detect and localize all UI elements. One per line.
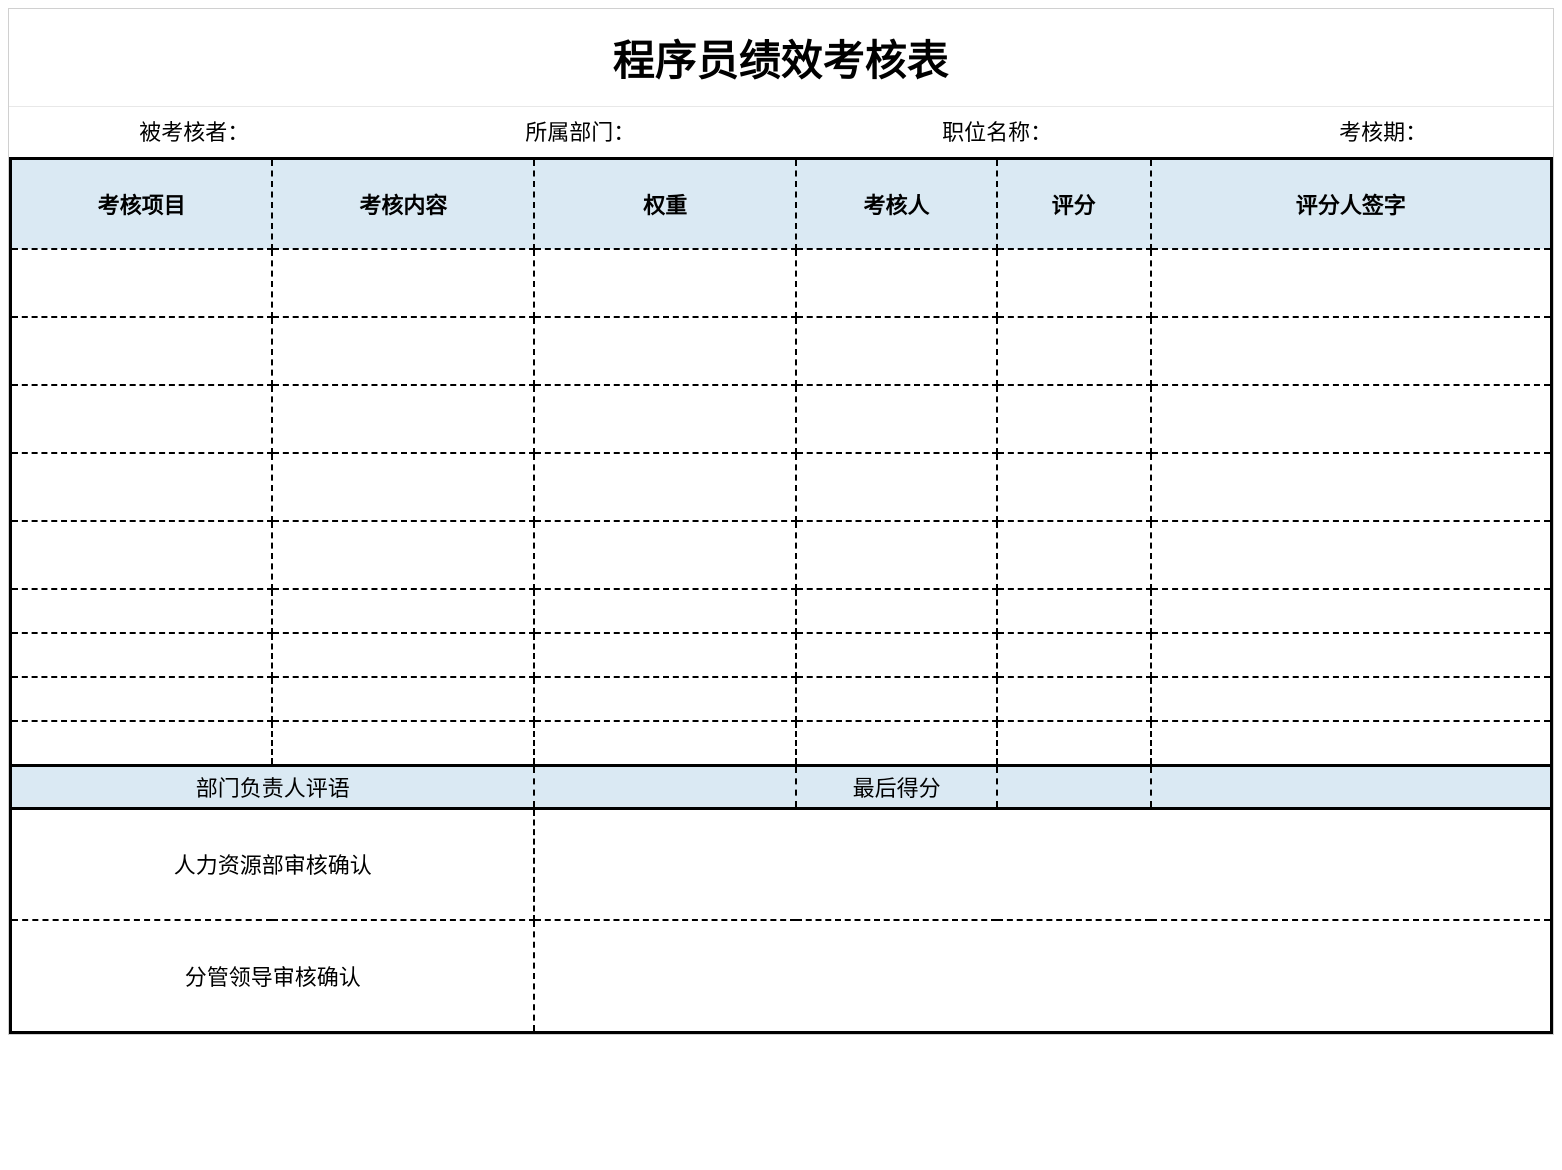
cell[interactable] bbox=[1151, 249, 1552, 317]
cell[interactable] bbox=[11, 453, 273, 521]
cell[interactable] bbox=[1151, 589, 1552, 633]
cell[interactable] bbox=[272, 521, 534, 589]
cell[interactable] bbox=[534, 521, 796, 589]
cell[interactable] bbox=[796, 589, 996, 633]
header-weight: 权重 bbox=[534, 159, 796, 250]
hr-approval-cell[interactable] bbox=[534, 808, 1551, 920]
dept-comment-cell[interactable] bbox=[534, 765, 796, 808]
cell[interactable] bbox=[534, 677, 796, 721]
cell[interactable] bbox=[997, 453, 1151, 521]
leader-approval-row: 分管领导审核确认 bbox=[11, 920, 1552, 1032]
info-row: 被考核者： 所属部门： 职位名称： 考核期： bbox=[9, 107, 1553, 157]
cell[interactable] bbox=[11, 385, 273, 453]
hr-approval-row: 人力资源部审核确认 bbox=[11, 808, 1552, 920]
cell[interactable] bbox=[272, 453, 534, 521]
header-signature: 评分人签字 bbox=[1151, 159, 1552, 250]
cell[interactable] bbox=[534, 249, 796, 317]
cell[interactable] bbox=[534, 385, 796, 453]
cell[interactable] bbox=[534, 317, 796, 385]
dept-comment-label: 部门负责人评语 bbox=[11, 765, 535, 808]
cell[interactable] bbox=[1151, 633, 1552, 677]
header-assessor: 考核人 bbox=[796, 159, 996, 250]
cell[interactable] bbox=[11, 589, 273, 633]
cell[interactable] bbox=[1151, 721, 1552, 765]
cell[interactable] bbox=[1151, 521, 1552, 589]
cell[interactable] bbox=[1151, 453, 1552, 521]
assessment-table: 考核项目 考核内容 权重 考核人 评分 评分人签字 部门负责人评语 最后得分 bbox=[9, 157, 1553, 1034]
table-row bbox=[11, 721, 1552, 765]
final-score-label: 最后得分 bbox=[796, 765, 996, 808]
header-row: 考核项目 考核内容 权重 考核人 评分 评分人签字 bbox=[11, 159, 1552, 250]
cell[interactable] bbox=[11, 721, 273, 765]
table-row bbox=[11, 385, 1552, 453]
title-row: 程序员绩效考核表 bbox=[9, 9, 1553, 107]
cell[interactable] bbox=[1151, 677, 1552, 721]
cell[interactable] bbox=[796, 677, 996, 721]
cell[interactable] bbox=[997, 521, 1151, 589]
cell[interactable] bbox=[796, 317, 996, 385]
table-row bbox=[11, 633, 1552, 677]
hr-approval-label: 人力资源部审核确认 bbox=[11, 808, 535, 920]
cell[interactable] bbox=[272, 385, 534, 453]
cell[interactable] bbox=[796, 521, 996, 589]
assessee-label: 被考核者： bbox=[9, 115, 380, 147]
cell[interactable] bbox=[272, 633, 534, 677]
cell[interactable] bbox=[796, 633, 996, 677]
form-title: 程序员绩效考核表 bbox=[9, 27, 1553, 88]
leader-approval-label: 分管领导审核确认 bbox=[11, 920, 535, 1032]
cell[interactable] bbox=[534, 633, 796, 677]
position-label: 职位名称： bbox=[781, 115, 1213, 147]
table-row bbox=[11, 453, 1552, 521]
table-row bbox=[11, 521, 1552, 589]
cell[interactable] bbox=[11, 677, 273, 721]
cell[interactable] bbox=[272, 677, 534, 721]
cell[interactable] bbox=[997, 317, 1151, 385]
header-content: 考核内容 bbox=[272, 159, 534, 250]
cell[interactable] bbox=[272, 721, 534, 765]
cell[interactable] bbox=[534, 721, 796, 765]
table-row bbox=[11, 317, 1552, 385]
header-item: 考核项目 bbox=[11, 159, 273, 250]
cell[interactable] bbox=[997, 633, 1151, 677]
cell[interactable] bbox=[796, 249, 996, 317]
cell[interactable] bbox=[796, 453, 996, 521]
cell[interactable] bbox=[11, 521, 273, 589]
cell[interactable] bbox=[997, 589, 1151, 633]
cell[interactable] bbox=[1151, 317, 1552, 385]
cell[interactable] bbox=[796, 385, 996, 453]
cell[interactable] bbox=[1151, 385, 1552, 453]
cell[interactable] bbox=[11, 633, 273, 677]
table-row bbox=[11, 249, 1552, 317]
cell[interactable] bbox=[272, 249, 534, 317]
final-score-cell[interactable] bbox=[997, 765, 1151, 808]
cell[interactable] bbox=[272, 589, 534, 633]
form-container: 程序员绩效考核表 被考核者： 所属部门： 职位名称： 考核期： 考核项目 考核内… bbox=[8, 8, 1554, 1035]
cell[interactable] bbox=[997, 385, 1151, 453]
cell[interactable] bbox=[997, 249, 1151, 317]
table-row bbox=[11, 589, 1552, 633]
period-label: 考核期： bbox=[1213, 115, 1553, 147]
cell[interactable] bbox=[997, 721, 1151, 765]
summary-row: 部门负责人评语 最后得分 bbox=[11, 765, 1552, 808]
cell[interactable] bbox=[534, 589, 796, 633]
summary-signature-cell[interactable] bbox=[1151, 765, 1552, 808]
department-label: 所属部门： bbox=[380, 115, 781, 147]
cell[interactable] bbox=[11, 317, 273, 385]
cell[interactable] bbox=[11, 249, 273, 317]
cell[interactable] bbox=[997, 677, 1151, 721]
cell[interactable] bbox=[796, 721, 996, 765]
cell[interactable] bbox=[534, 453, 796, 521]
header-score: 评分 bbox=[997, 159, 1151, 250]
cell[interactable] bbox=[272, 317, 534, 385]
table-row bbox=[11, 677, 1552, 721]
leader-approval-cell[interactable] bbox=[534, 920, 1551, 1032]
